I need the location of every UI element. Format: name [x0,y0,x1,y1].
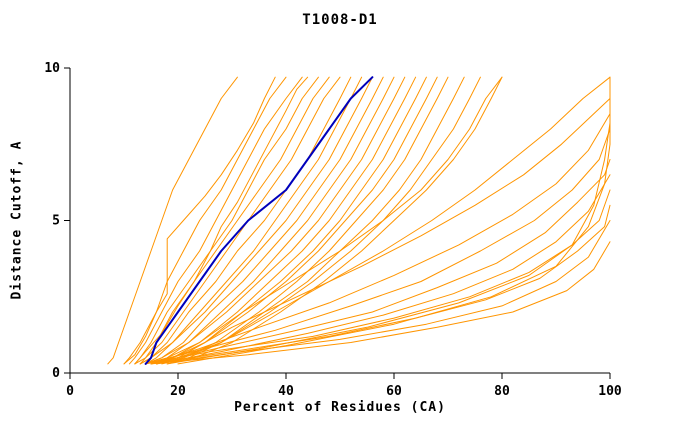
model-curve [150,241,611,365]
model-curve [150,113,611,365]
model-curve [123,76,276,365]
model-curve [155,220,611,365]
model-curve [177,76,611,365]
model-curve [161,76,465,365]
model-curve [145,76,406,365]
model-curve [128,76,303,365]
model-curve [123,76,287,365]
model-curve [145,128,611,365]
y-tick-label: 5 [52,214,60,229]
model-curve [150,76,417,365]
model-curve [150,159,611,365]
x-tick-label: 80 [494,384,510,399]
y-tick-label: 0 [52,366,60,381]
x-axis-label: Percent of Residues (CA) [234,400,446,415]
model-curve [145,76,503,365]
model-curve [155,76,427,365]
model-curve [139,76,330,365]
model-curve [107,76,238,365]
model-curve [134,76,341,365]
chart-title: T1008-D1 [302,12,378,28]
model-curve [134,76,309,365]
model-curve [139,76,373,365]
model-curve [145,189,611,365]
model-curve [145,76,363,365]
x-tick-label: 40 [278,384,294,399]
x-tick-label: 0 [66,384,74,399]
y-tick-label: 10 [44,61,60,76]
x-tick-label: 100 [598,384,622,399]
model-curve [155,98,611,365]
model-curve [145,76,384,365]
model-curve [150,76,611,365]
model-curve [166,76,611,365]
model-curve [150,204,611,365]
model-curve [139,76,352,365]
highlighted-model-curve [144,76,374,365]
x-tick-label: 60 [386,384,402,399]
model-curve [166,76,503,365]
x-tick-label: 20 [170,384,186,399]
model-curve [134,76,319,365]
